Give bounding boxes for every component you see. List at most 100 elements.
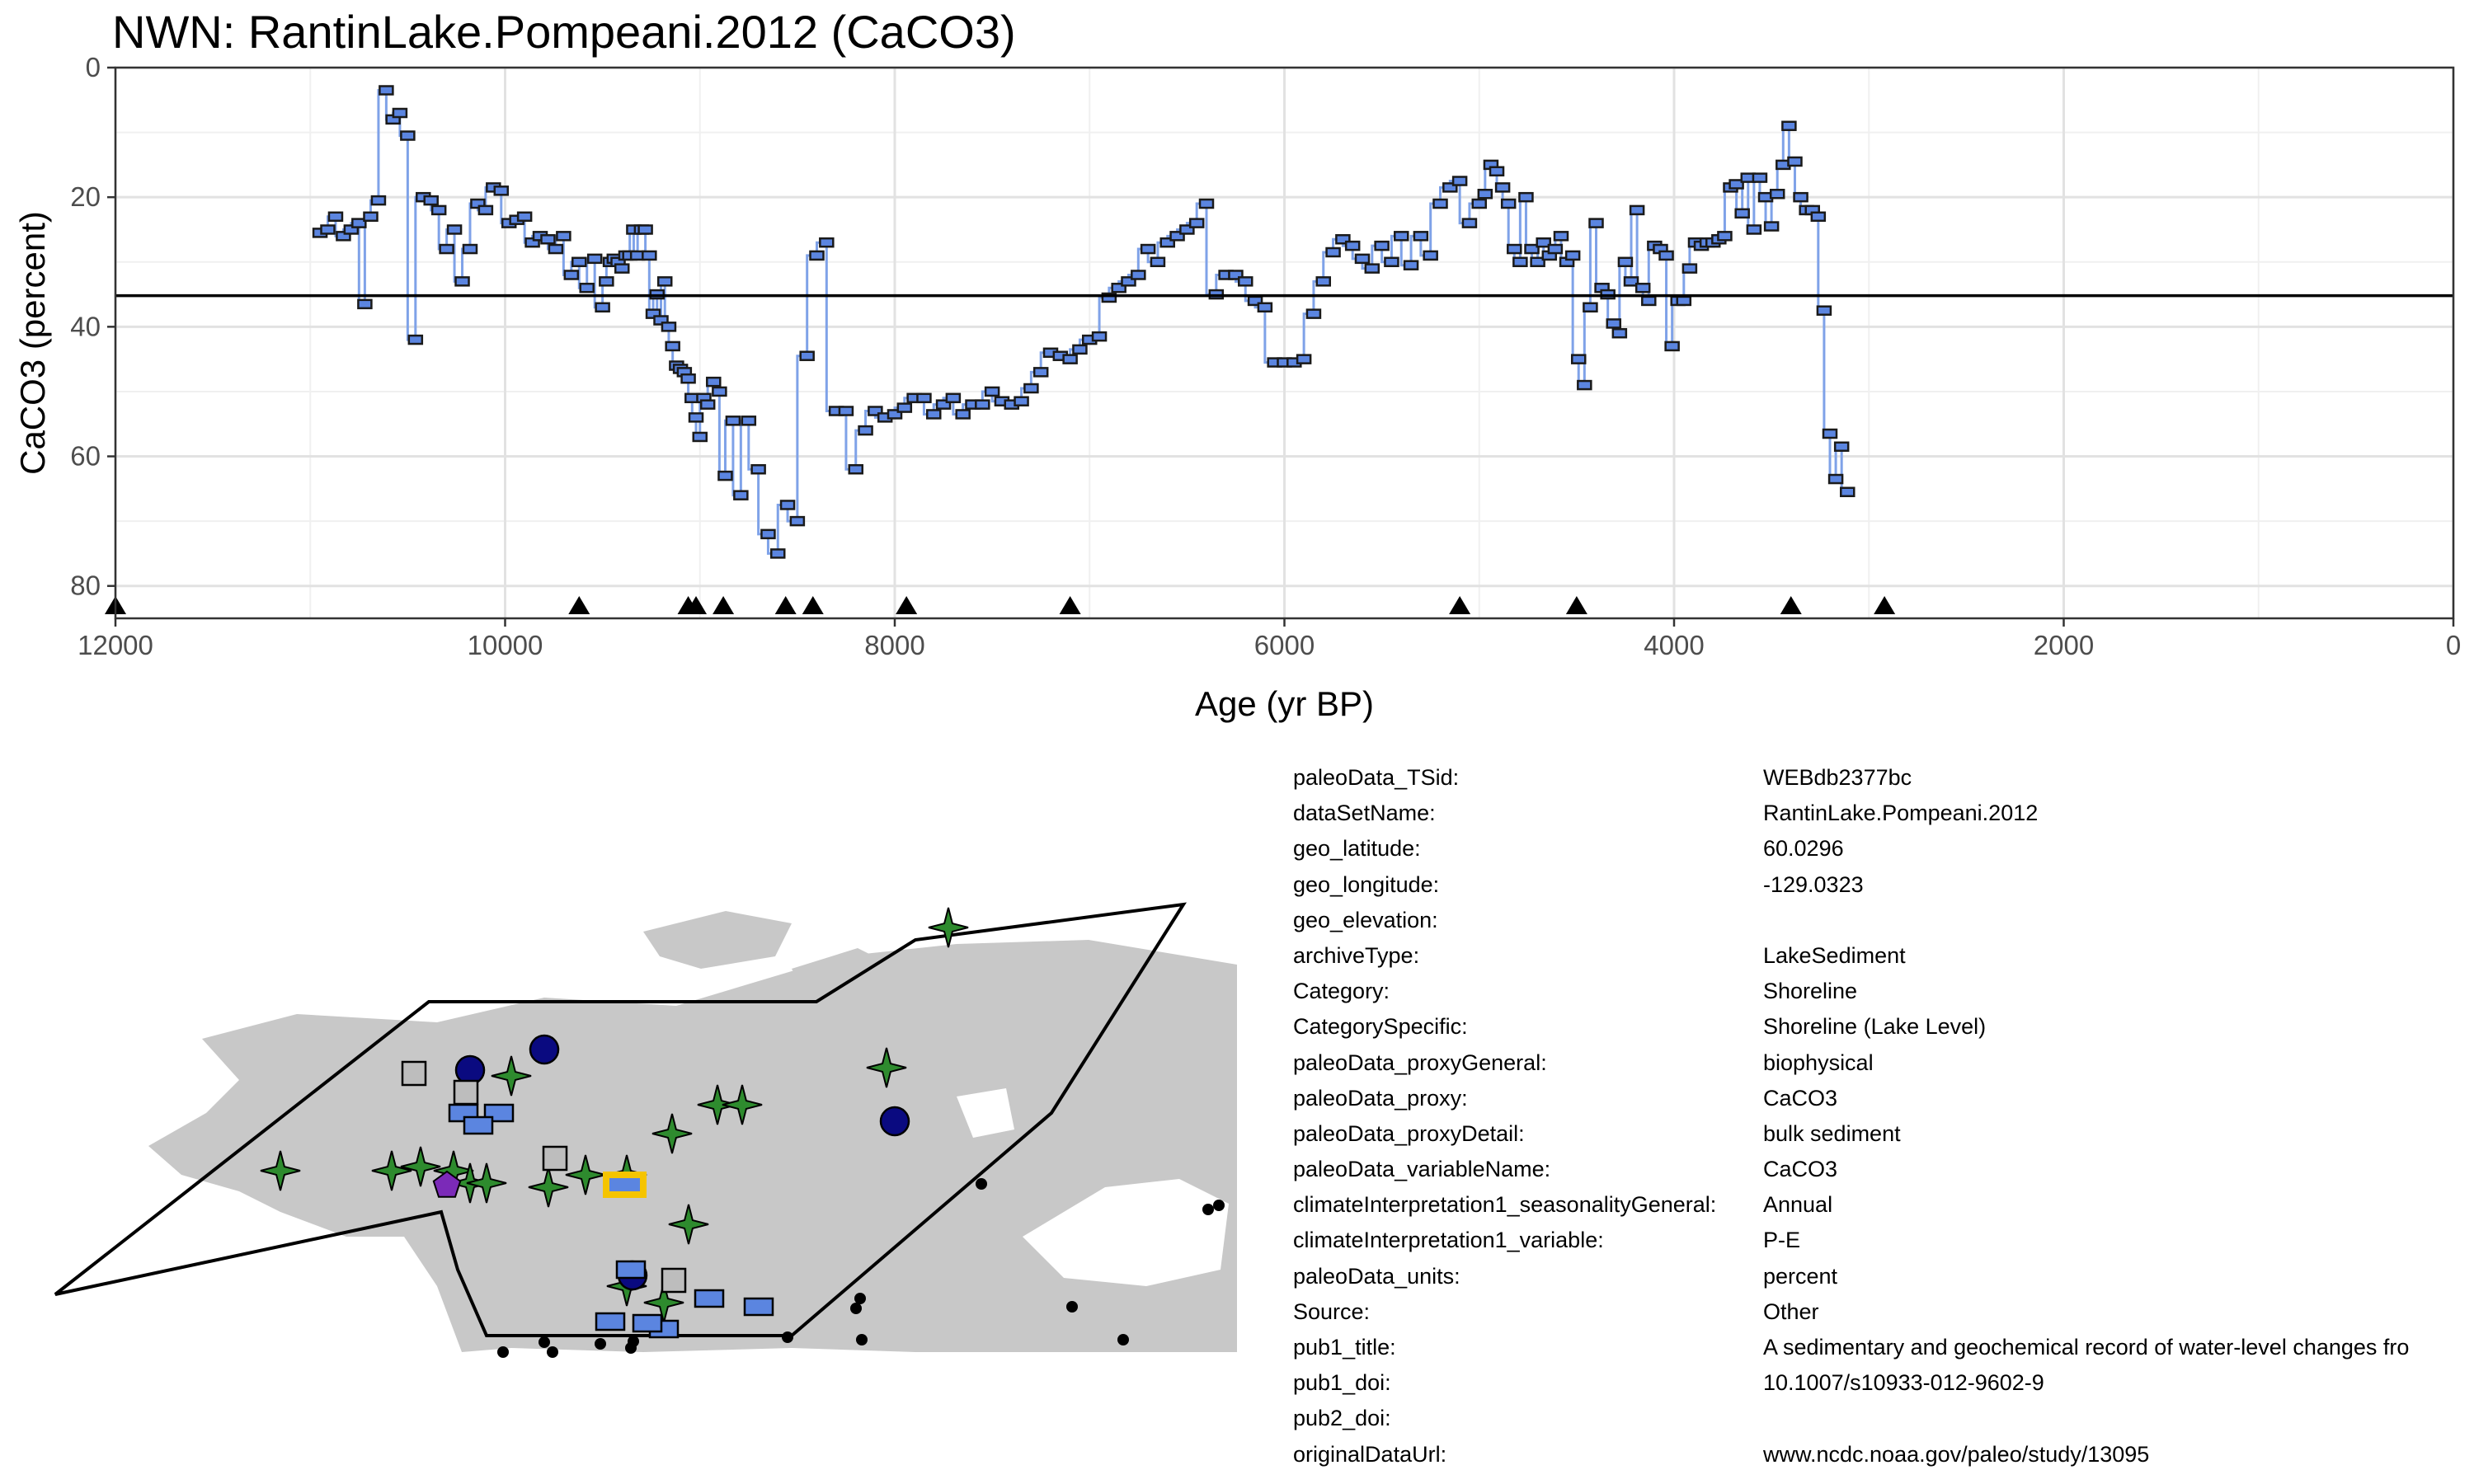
site-marker-dot (1117, 1334, 1129, 1345)
data-point (1507, 243, 1522, 255)
data-point (1583, 302, 1598, 313)
data-point (1606, 318, 1622, 329)
data-point (984, 386, 1000, 397)
data-point (556, 231, 571, 242)
data-point (975, 399, 990, 410)
site-map (54, 902, 1237, 1358)
metadata-key: pub2_doi: (1293, 1406, 1391, 1431)
site-marker-dot (497, 1346, 509, 1358)
site-marker-square (401, 1060, 427, 1087)
data-point (1577, 379, 1592, 391)
data-point (688, 412, 704, 423)
data-point (706, 376, 722, 387)
data-point (1432, 198, 1448, 209)
data-point (1827, 473, 1844, 485)
data-point (370, 195, 387, 206)
chronology-marker (568, 596, 590, 614)
chronology-marker (1874, 596, 1896, 614)
metadata-value: WEBdb2377bc (1763, 765, 1912, 790)
site-marker-circle (879, 1106, 910, 1137)
metadata-value: biophysical (1763, 1050, 1874, 1075)
data-point (1305, 308, 1322, 319)
data-point (454, 276, 470, 287)
data-point (1822, 428, 1838, 439)
data-point (1335, 234, 1351, 245)
metadata-key: CategorySpecific: (1293, 1014, 1468, 1040)
data-point (1062, 354, 1078, 364)
data-point (1658, 250, 1674, 261)
data-point (1816, 305, 1832, 316)
data-point (1131, 270, 1146, 280)
data-point (571, 256, 587, 268)
metadata-key: climateInterpretation1_variable: (1293, 1228, 1604, 1253)
data-point (653, 315, 669, 326)
data-point (423, 195, 439, 206)
data-point (1769, 188, 1785, 200)
data-point (741, 416, 757, 426)
chronology-marker (713, 596, 735, 614)
data-point (1500, 198, 1517, 209)
data-point (1547, 243, 1564, 255)
data-point (379, 85, 394, 96)
data-point (563, 270, 580, 280)
data-point (887, 409, 903, 420)
data-point (1530, 256, 1545, 268)
y-tick-label: 60 (70, 441, 101, 472)
data-point (1111, 282, 1126, 294)
data-point (717, 470, 733, 481)
metadata-key: pub1_title: (1293, 1335, 1396, 1360)
data-point (779, 500, 796, 510)
site-marker-dot (1066, 1301, 1078, 1313)
metadata-key: geo_elevation: (1293, 907, 1438, 932)
data-point (1570, 354, 1587, 364)
metadata-key: pub1_doi: (1293, 1370, 1391, 1396)
data-point (1238, 276, 1253, 287)
data-point (407, 334, 424, 345)
data-point (1564, 250, 1581, 261)
data-point (838, 406, 854, 416)
data-point (1403, 260, 1419, 270)
data-point (327, 211, 344, 223)
data-point (1634, 282, 1651, 294)
data-point (1179, 224, 1195, 235)
data-point (637, 224, 653, 235)
data-point (858, 425, 873, 436)
metadata-value: P-E (1763, 1228, 1801, 1253)
site-marker-pentagon (432, 1170, 462, 1198)
data-point (1833, 441, 1850, 452)
metadata-key: dataSetName: (1293, 801, 1436, 826)
data-point (1512, 256, 1528, 268)
data-point (1471, 198, 1487, 209)
data-point (896, 402, 913, 413)
site-marker-star (491, 1055, 532, 1097)
site-marker-square (661, 1267, 687, 1294)
data-point (1676, 295, 1692, 307)
data-point (1787, 156, 1803, 167)
metadata-value: bulk sediment (1763, 1120, 1901, 1146)
data-point (343, 224, 360, 235)
data-point (1489, 166, 1505, 176)
site-marker-star (866, 1047, 907, 1088)
data-point (1325, 247, 1341, 258)
data-point (1315, 276, 1331, 287)
y-tick-label: 40 (70, 311, 101, 341)
data-point (548, 243, 564, 255)
metadata-value: Shoreline (Lake Level) (1763, 1014, 1987, 1040)
data-point (1641, 295, 1657, 307)
data-point (770, 548, 786, 559)
site-marker-rect (632, 1313, 663, 1333)
data-point (1840, 486, 1856, 498)
y-tick-label: 80 (70, 571, 101, 601)
land-island (643, 911, 792, 969)
site-marker-star (466, 1162, 507, 1204)
data-point (1536, 237, 1551, 248)
data-point (725, 416, 741, 426)
data-point (809, 250, 825, 261)
data-point (1781, 120, 1797, 131)
data-point (1810, 211, 1827, 223)
site-marker-dot (1202, 1204, 1214, 1215)
chronology-marker (1449, 596, 1471, 614)
data-point (493, 186, 510, 196)
data-point (945, 392, 962, 404)
data-point (1228, 270, 1244, 280)
